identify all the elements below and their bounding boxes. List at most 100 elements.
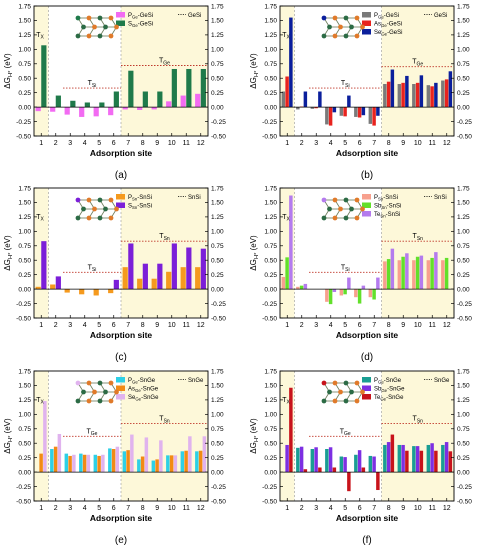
lattice-atom	[327, 24, 332, 30]
lattice-atom	[332, 33, 338, 39]
y-axis-label: ΔGH*​ (eV)	[3, 53, 14, 89]
bar-5-s2-site4	[82, 454, 87, 473]
y-tick-label-right: 0.75	[457, 243, 470, 250]
x-tick-label: 11	[183, 140, 190, 147]
y-tick-label-right: 1.50	[457, 18, 470, 25]
x-tick-label: 4	[329, 505, 333, 512]
x-tick-label: 1	[39, 505, 43, 512]
bar-4-s1-site9	[397, 260, 402, 290]
bar-6-s2-site11	[430, 443, 434, 473]
reference-label: TSi​	[341, 80, 350, 89]
lattice-atom	[332, 15, 338, 21]
bar-6-s3-site10	[419, 450, 424, 473]
lattice-atom	[321, 15, 327, 21]
bar-5-s2-site9	[155, 459, 159, 473]
y-tick-label: -0.25	[262, 119, 277, 126]
y-tick-label-right: -0.25	[457, 119, 472, 126]
x-tick-label: 3	[68, 140, 72, 147]
plot-frame	[279, 370, 455, 502]
x-tick-label: 11	[183, 322, 190, 329]
lattice-atom	[338, 206, 343, 212]
tx-label: TX​	[36, 32, 44, 41]
highlight-region-host	[121, 6, 208, 136]
y-tick-label-right: 0.25	[211, 90, 224, 97]
bar-1-s1-site7	[122, 107, 128, 110]
lattice-atom	[343, 197, 349, 203]
lattice-atom	[103, 206, 108, 212]
legend-entry: PSn​-SnSi	[128, 195, 152, 202]
x-tick-label: 6	[112, 322, 116, 329]
bar-5-s2-site10	[169, 455, 174, 473]
legend-entry: TeSn​-SnSi	[374, 212, 400, 219]
lattice-atom	[103, 389, 108, 395]
x-tick-label: 12	[197, 505, 205, 512]
bar-5-s1-site4	[79, 453, 83, 473]
y-tick-label-right: 0.50	[457, 76, 470, 83]
bar-6-s1-site9	[397, 444, 402, 473]
lattice-atom	[92, 24, 97, 30]
y-tick-label: 0.00	[264, 104, 277, 111]
bar-3-s1-site9	[151, 278, 157, 290]
x-tick-label: 9	[401, 322, 405, 329]
bar-6-s3-site9	[405, 450, 409, 473]
lattice-atom	[332, 197, 338, 203]
bar-6-s2-site5	[343, 457, 347, 473]
x-axis-label: Adsorption site	[90, 148, 153, 158]
y-tick-label-right: 0.25	[211, 272, 224, 279]
reference-label: TSn​	[159, 233, 170, 242]
y-tick-label-right: 0.75	[457, 61, 470, 68]
bar-3-s2-site7	[128, 243, 134, 290]
y-tick-label: 0.00	[18, 104, 31, 111]
bar-2-s3-site5	[347, 95, 351, 108]
bar-3-s2-site6	[113, 279, 119, 290]
x-tick-label: 1	[285, 322, 289, 329]
y-tick-label: -0.25	[16, 119, 31, 126]
structure-inset	[75, 197, 119, 221]
x-tick-label: 3	[68, 505, 72, 512]
reference-label: TSn​	[413, 233, 424, 242]
lattice-atom	[332, 215, 338, 221]
structure-inset	[321, 15, 365, 39]
y-tick-label-right: 1.00	[211, 412, 224, 419]
bar-1-s1-site2	[50, 107, 56, 112]
bar-4-s1-site4	[325, 289, 329, 302]
y-tick-label-right: 0.25	[457, 455, 470, 462]
y-tick-label-right: 1.00	[211, 47, 224, 54]
x-tick-label: 2	[54, 505, 58, 512]
y-tick-label: 1.25	[18, 32, 31, 39]
legend-entry: SbGe​-SnGe	[374, 387, 405, 394]
lattice-atom	[349, 389, 354, 395]
bar-1-s2-site7	[128, 70, 134, 108]
lattice-atom	[103, 24, 108, 30]
bar-2-s3-site11	[434, 82, 438, 108]
reference-label: TSn​	[159, 416, 170, 425]
y-tick-label: 1.75	[18, 368, 31, 375]
bar-2-s2-site7	[372, 107, 376, 126]
bar-1-s1-site11	[180, 95, 186, 108]
lattice-atom	[354, 197, 360, 203]
x-tick-label: 3	[314, 505, 318, 512]
lattice-atom	[86, 380, 92, 386]
bar-2-s2-site3	[314, 107, 318, 109]
bar-1-s1-site1	[35, 107, 41, 112]
bar-1-s1-site4	[79, 107, 85, 117]
y-tick-label-right: 1.50	[211, 200, 224, 207]
bar-5-s3-site3	[72, 454, 76, 473]
bar-1-s1-site3	[64, 107, 70, 115]
reference-label: TGe​	[412, 59, 423, 68]
bar-6-s2-site2	[299, 446, 304, 473]
bar-5-s3-site8	[144, 437, 149, 473]
y-tick-label: 1.25	[264, 397, 277, 404]
x-tick-label: 8	[141, 505, 145, 512]
lattice-atom	[97, 380, 103, 386]
x-tick-label: 12	[197, 322, 205, 329]
x-tick-label: 8	[387, 505, 391, 512]
x-tick-label: 9	[155, 140, 159, 147]
bar-2-s1-site6	[354, 107, 358, 117]
lattice-atom	[332, 380, 338, 386]
bar-3-s1-site3	[64, 289, 70, 293]
lattice-atom	[343, 398, 349, 404]
reference-label: TSn​	[413, 416, 424, 425]
bar-5-s2-site3	[68, 455, 72, 473]
